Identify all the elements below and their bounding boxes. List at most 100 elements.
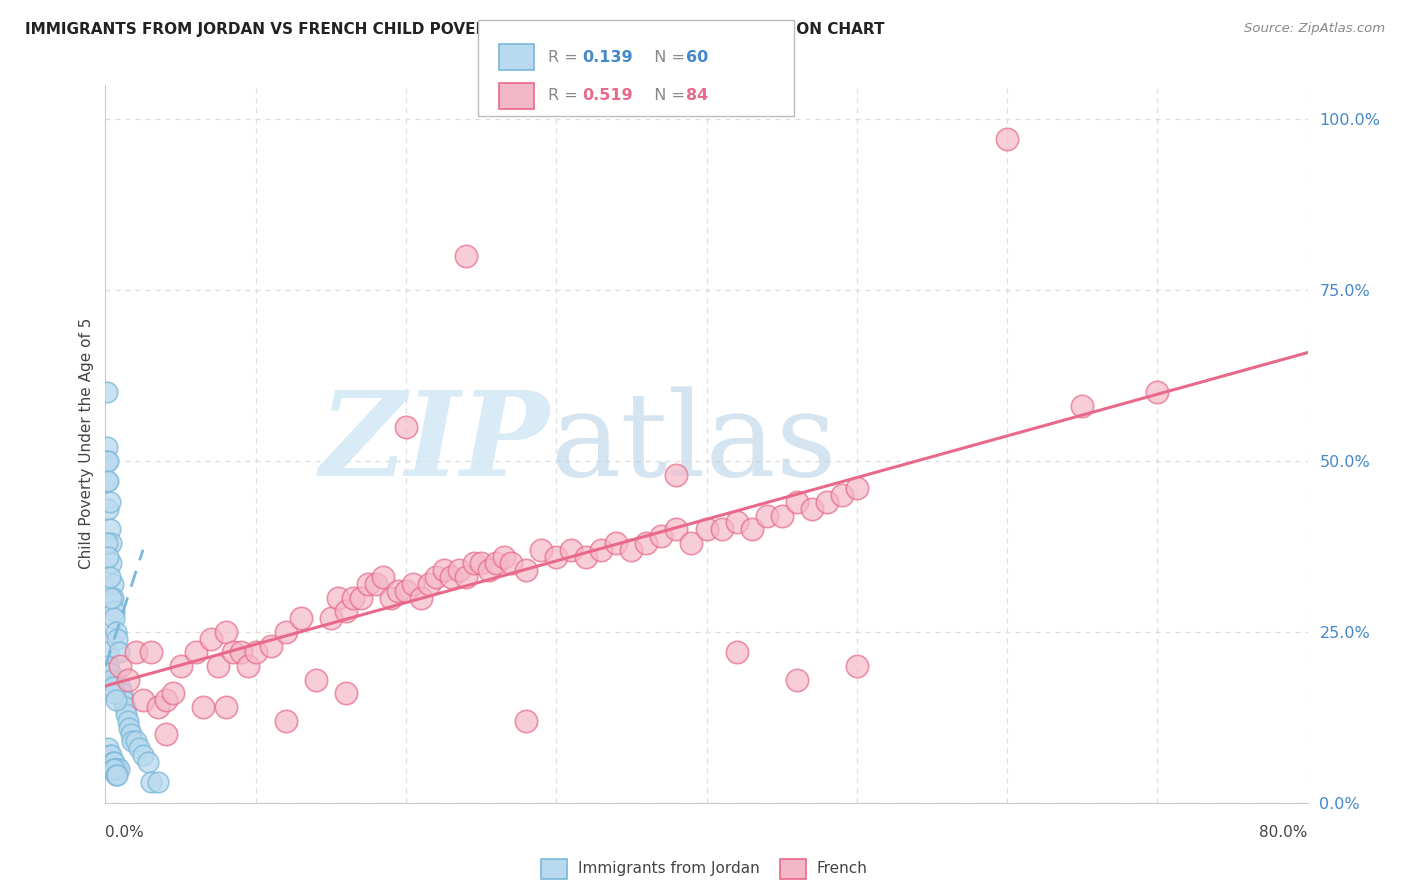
Text: R =: R = bbox=[548, 50, 583, 65]
Text: N =: N = bbox=[644, 50, 690, 65]
Point bbox=[103, 755, 125, 769]
Point bbox=[103, 762, 125, 776]
Text: atlas: atlas bbox=[550, 386, 837, 501]
Point bbox=[831, 488, 853, 502]
Point bbox=[110, 659, 132, 673]
Point bbox=[184, 645, 207, 659]
Point bbox=[98, 495, 121, 509]
Point bbox=[103, 611, 125, 625]
Point bbox=[136, 755, 159, 769]
Point bbox=[101, 680, 124, 694]
Point bbox=[395, 419, 418, 434]
Point bbox=[710, 522, 733, 536]
Point bbox=[357, 577, 380, 591]
Point bbox=[800, 501, 823, 516]
Point bbox=[515, 714, 537, 728]
Point bbox=[118, 721, 141, 735]
Point bbox=[786, 673, 808, 687]
Point bbox=[112, 693, 135, 707]
Point bbox=[107, 762, 129, 776]
Point bbox=[350, 591, 373, 605]
Point bbox=[1146, 385, 1168, 400]
Text: IMMIGRANTS FROM JORDAN VS FRENCH CHILD POVERTY UNDER THE AGE OF 5 CORRELATION CH: IMMIGRANTS FROM JORDAN VS FRENCH CHILD P… bbox=[25, 22, 884, 37]
Point bbox=[620, 542, 643, 557]
Point bbox=[114, 700, 136, 714]
Point bbox=[96, 454, 118, 468]
Point bbox=[100, 673, 122, 687]
Point bbox=[98, 522, 121, 536]
Point bbox=[605, 536, 627, 550]
Point bbox=[96, 440, 118, 454]
Point bbox=[101, 591, 124, 605]
Point bbox=[741, 522, 763, 536]
Point bbox=[108, 645, 131, 659]
Point bbox=[636, 536, 658, 550]
Point bbox=[786, 495, 808, 509]
Point bbox=[440, 570, 463, 584]
Text: 0.139: 0.139 bbox=[582, 50, 633, 65]
Point bbox=[665, 522, 688, 536]
Point bbox=[101, 762, 124, 776]
Point bbox=[501, 557, 523, 571]
Point bbox=[1071, 399, 1094, 413]
Point bbox=[115, 706, 138, 721]
Text: 84: 84 bbox=[686, 88, 709, 103]
Point bbox=[432, 563, 454, 577]
Point bbox=[395, 583, 418, 598]
Point bbox=[591, 542, 613, 557]
Point bbox=[103, 604, 125, 618]
Point bbox=[120, 727, 142, 741]
Point bbox=[725, 516, 748, 530]
Point bbox=[696, 522, 718, 536]
Point bbox=[681, 536, 703, 550]
Point bbox=[100, 557, 122, 571]
Point bbox=[100, 673, 122, 687]
Text: 80.0%: 80.0% bbox=[1260, 825, 1308, 840]
Point bbox=[124, 645, 146, 659]
Point bbox=[409, 591, 432, 605]
Point bbox=[546, 549, 568, 564]
Point bbox=[98, 762, 121, 776]
Point bbox=[290, 611, 312, 625]
Point bbox=[100, 591, 122, 605]
Point bbox=[319, 611, 342, 625]
Point bbox=[97, 501, 120, 516]
Point bbox=[425, 570, 447, 584]
Text: Immigrants from Jordan: Immigrants from Jordan bbox=[578, 862, 759, 876]
Point bbox=[98, 665, 121, 680]
Text: ZIP: ZIP bbox=[321, 386, 550, 501]
Point bbox=[97, 475, 120, 489]
Text: 0.0%: 0.0% bbox=[105, 825, 145, 840]
Point bbox=[665, 467, 688, 482]
Point bbox=[454, 249, 477, 263]
Point bbox=[104, 762, 127, 776]
Point bbox=[169, 659, 191, 673]
Point bbox=[418, 577, 440, 591]
Point bbox=[146, 700, 169, 714]
Point bbox=[97, 659, 120, 673]
Point bbox=[108, 762, 131, 776]
Point bbox=[845, 481, 868, 495]
Point bbox=[560, 542, 582, 557]
Text: Source: ZipAtlas.com: Source: ZipAtlas.com bbox=[1244, 22, 1385, 36]
Point bbox=[214, 700, 236, 714]
Text: R =: R = bbox=[548, 88, 583, 103]
Point bbox=[103, 686, 125, 700]
Point bbox=[222, 645, 245, 659]
Point bbox=[110, 680, 132, 694]
Text: 60: 60 bbox=[686, 50, 709, 65]
Point bbox=[121, 734, 143, 748]
Point bbox=[104, 624, 127, 639]
Point bbox=[124, 734, 146, 748]
Point bbox=[387, 583, 409, 598]
Point bbox=[485, 557, 508, 571]
Point bbox=[214, 624, 236, 639]
Point bbox=[530, 542, 553, 557]
Point bbox=[470, 557, 492, 571]
Point bbox=[132, 747, 155, 762]
Point bbox=[117, 714, 139, 728]
Point bbox=[97, 645, 120, 659]
Point bbox=[100, 536, 122, 550]
Point bbox=[260, 639, 283, 653]
Point bbox=[274, 624, 297, 639]
